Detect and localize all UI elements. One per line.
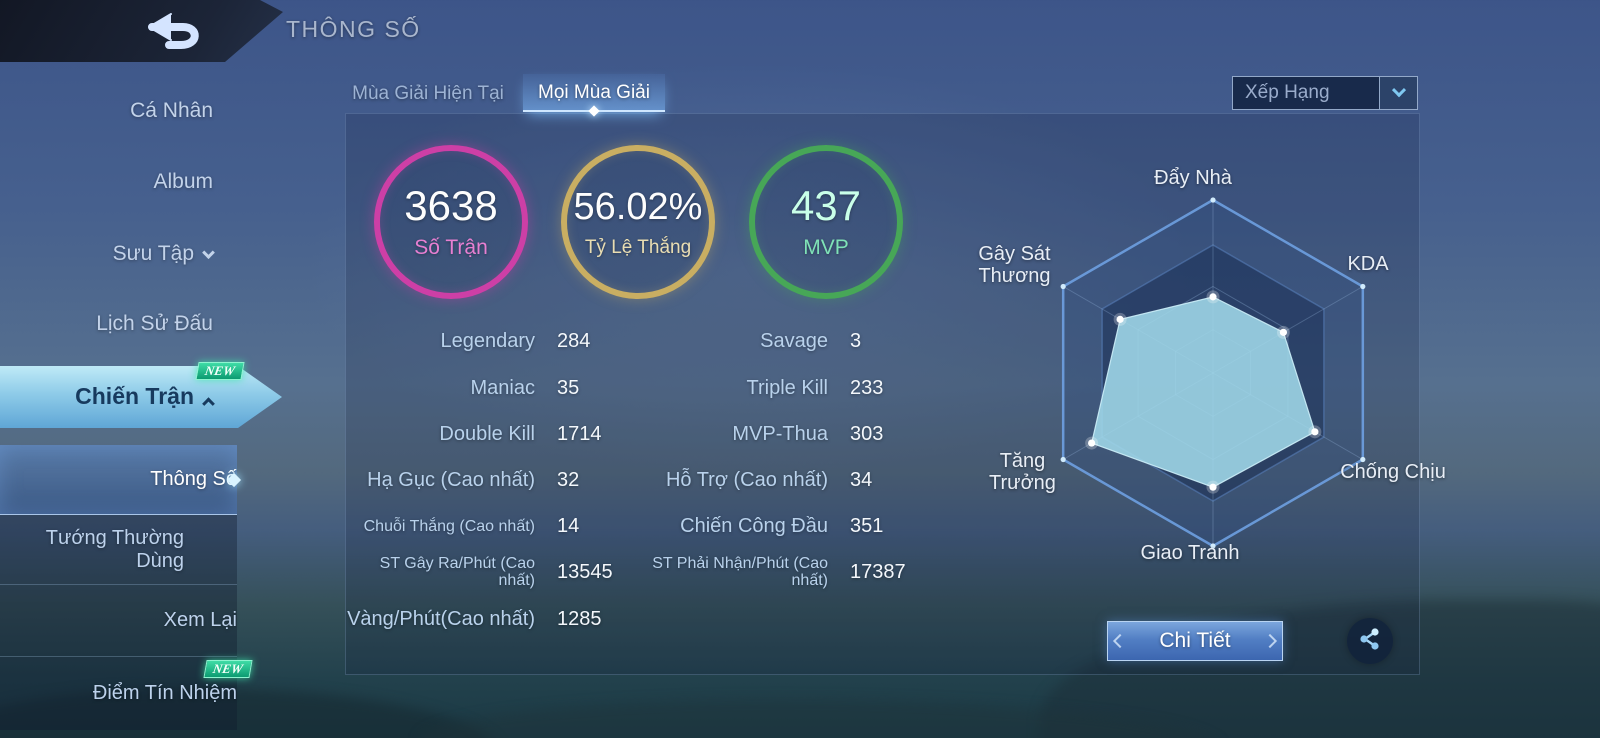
back-button[interactable] [130, 6, 216, 56]
sidebar-item-chien-tran[interactable]: Chiến Trận [0, 366, 282, 428]
total-matches-value: 3638 [404, 182, 498, 229]
stat-row: MVP-Thua 303 [732, 422, 884, 445]
sidebar-item-label: Chiến Trận [0, 383, 215, 411]
dropdown-value: Xếp Hạng [1245, 82, 1330, 103]
performance-radar-chart [1060, 197, 1366, 549]
mvp-label: MVP [803, 236, 849, 259]
header-bar [0, 0, 283, 62]
new-badge: NEW [195, 362, 245, 380]
submenu-item-xem-lai[interactable]: Xem Lại [0, 585, 237, 657]
stat-row: ST Gây Ra/Phút (Cao nhất) 13545 [379, 555, 613, 589]
new-badge: NEW [203, 660, 253, 678]
chevron-down-icon [202, 246, 215, 260]
sidebar-item-suu-tap[interactable]: Sưu Tập [0, 242, 215, 266]
stat-row: Hạ Gục (Cao nhất) 32 [367, 468, 580, 491]
battlefield-submenu: Thông Số Tướng Thường Dùng Xem Lại Điểm … [0, 445, 242, 730]
total-matches-circle: 3638 Số Trận [374, 145, 528, 299]
stat-row: Chiến Công Đầu 351 [680, 514, 884, 537]
stat-row: Hỗ Trợ (Cao nhất) 34 [665, 468, 873, 491]
share-icon [1357, 626, 1383, 657]
mvp-circle: 437 MVP [749, 145, 903, 299]
sidebar-item-ca-nhan[interactable]: Cá Nhân [130, 99, 213, 122]
chevron-down-icon [1391, 83, 1406, 98]
stat-row: Triple Kill 233 [746, 376, 884, 399]
stat-row: Vàng/Phút(Cao nhất) 1285 [347, 607, 602, 630]
rank-filter-dropdown[interactable]: Xếp Hạng [1232, 76, 1418, 110]
submenu-item-tuong-thuong-dung[interactable]: Tướng Thường Dùng [0, 515, 237, 585]
stat-row: Double Kill 1714 [439, 422, 602, 445]
submenu-item-thong-so[interactable]: Thông Số [0, 445, 242, 515]
chevron-up-icon [202, 397, 215, 411]
total-matches-label: Số Trận [414, 236, 488, 259]
win-rate-value: 56.02% [573, 186, 703, 228]
win-rate-circle: 56.02% Tỷ Lệ Thắng [561, 145, 715, 299]
radar-axis-kda: KDA [1347, 253, 1389, 275]
win-rate-label: Tỷ Lệ Thắng [584, 237, 692, 258]
radar-axis-tang-truong: Tăng Trưởng [989, 450, 1056, 494]
mvp-value: 437 [790, 182, 862, 229]
radar-axis-day-nha: Đẩy Nhà [1154, 167, 1232, 189]
share-button[interactable] [1347, 618, 1393, 664]
detail-button[interactable]: Chi Tiết [1107, 621, 1283, 661]
submenu-item-diem-tin-nhiem[interactable]: Điểm Tín Nhiệm [0, 657, 237, 730]
back-icon [139, 8, 207, 55]
sidebar-item-album[interactable]: Album [153, 170, 213, 193]
radar-axis-giao-tranh: Giao Tranh [1140, 542, 1240, 564]
stat-row: Chuỗi Thắng (Cao nhất) 14 [363, 514, 580, 537]
stat-row: Savage 3 [760, 329, 862, 352]
sidebar-item-lich-su-dau[interactable]: Lịch Sử Đấu [96, 312, 213, 335]
page-title: THÔNG SỐ [286, 16, 421, 42]
radar-axis-gay-sat-thuong: Gây Sát Thương [978, 243, 1051, 287]
dropdown-button[interactable] [1379, 77, 1417, 109]
stat-row: ST Phải Nhận/Phút (Cao nhất) 17387 [652, 555, 906, 589]
stat-row: Maniac 35 [470, 376, 580, 399]
tab-all-seasons[interactable]: Mọi Mùa Giải [523, 74, 665, 112]
radar-axis-chong-chiu: Chống Chịu [1340, 461, 1446, 483]
tab-current-season[interactable]: Mùa Giải Hiện Tại [352, 83, 504, 104]
stat-row: Legendary 284 [440, 329, 591, 352]
